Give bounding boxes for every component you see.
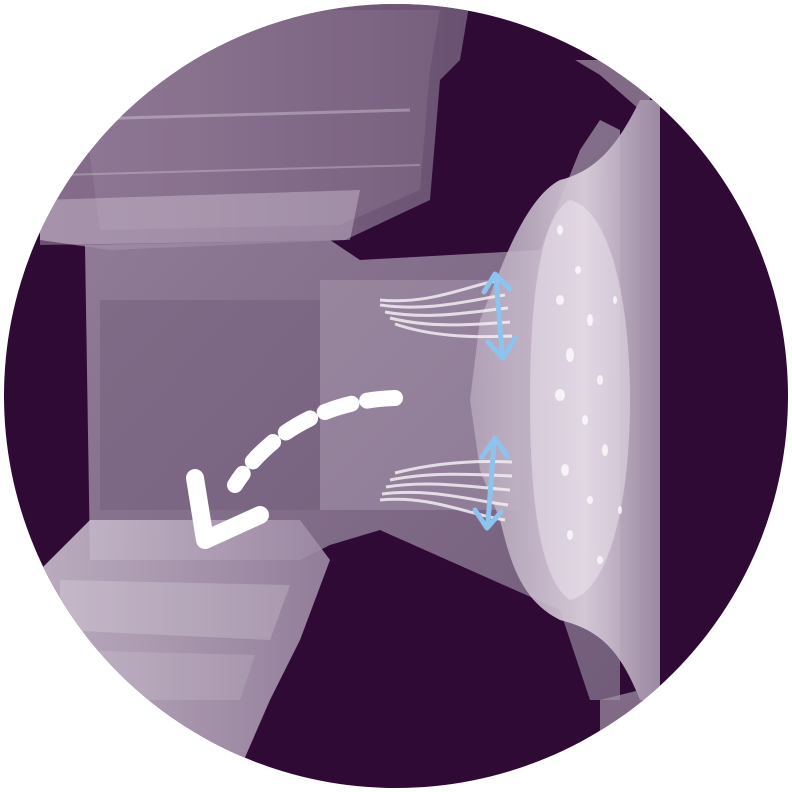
double-arrow-icon-bottom (472, 435, 510, 531)
flange (470, 100, 660, 700)
double-arrow-icon-top (481, 271, 518, 361)
droplets (555, 225, 622, 564)
dashed-curved-arrow-icon (186, 390, 403, 549)
